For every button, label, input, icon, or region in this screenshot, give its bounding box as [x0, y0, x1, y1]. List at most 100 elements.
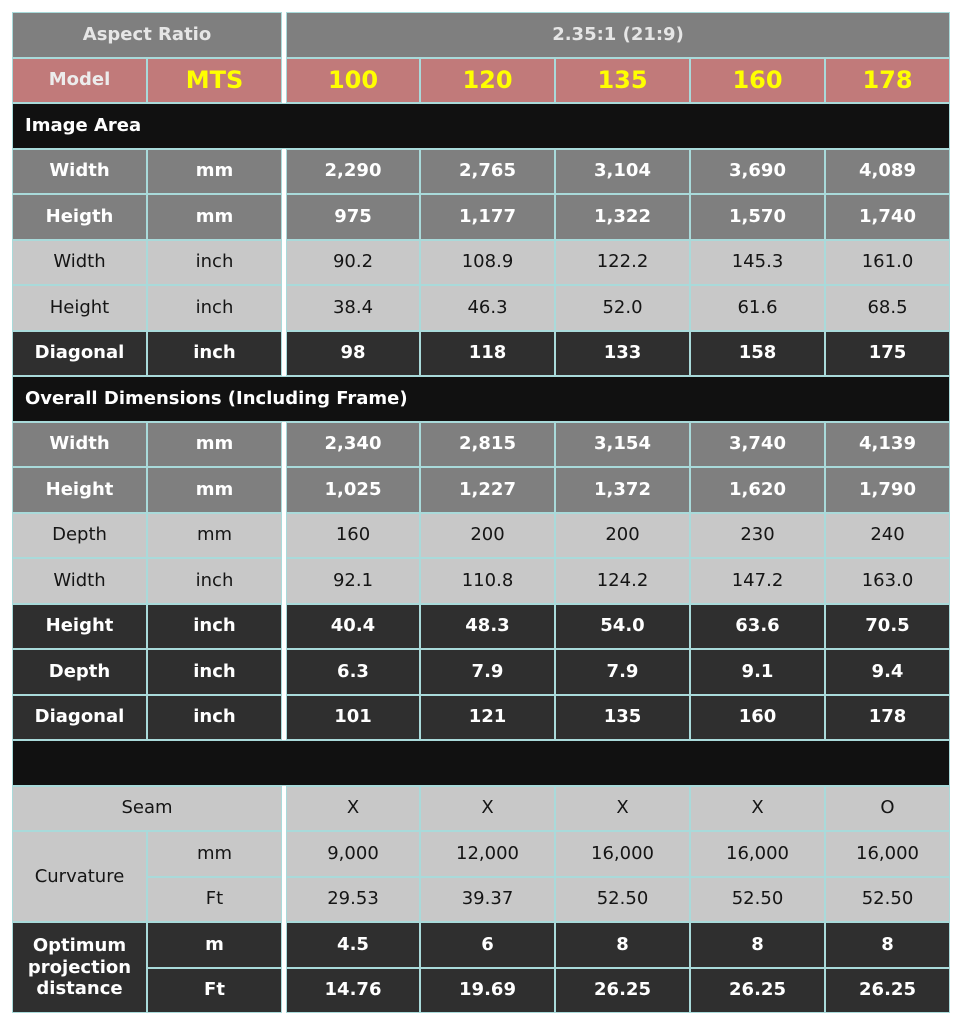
value-cell: 70.5 [825, 603, 950, 649]
value-cell: 12,000 [420, 831, 555, 877]
value-cell: 2,815 [420, 421, 555, 467]
value-cell: 16,000 [825, 831, 950, 877]
unit: inch [147, 603, 282, 649]
value-cell: 29.53 [286, 876, 420, 922]
unit: Ft [147, 876, 282, 922]
unit: inch [147, 330, 282, 376]
value-cell: 108.9 [420, 239, 555, 285]
value-cell: 1,372 [555, 467, 690, 513]
value-cell: 101 [286, 694, 420, 740]
value-cell: 26.25 [825, 967, 950, 1013]
section-title: Image Area [12, 103, 950, 149]
value-cell: 4,139 [825, 421, 950, 467]
value-cell: 48.3 [420, 603, 555, 649]
value-cell: 975 [286, 194, 420, 240]
value-cell: 26.25 [555, 967, 690, 1013]
value-cell: 230 [690, 512, 825, 558]
value-cell: 145.3 [690, 239, 825, 285]
value-cell: 2,765 [420, 148, 555, 194]
unit: mm [147, 467, 282, 513]
value-cell: 147.2 [690, 558, 825, 604]
value-cell: 240 [825, 512, 950, 558]
value-cell: 6 [420, 922, 555, 968]
value-cell: 68.5 [825, 285, 950, 331]
row-label: Depth [12, 512, 147, 558]
unit: mm [147, 421, 282, 467]
value-cell: 1,620 [690, 467, 825, 513]
value-cell: 1,790 [825, 467, 950, 513]
header-label: Model [12, 57, 147, 103]
value-cell: 19.69 [420, 967, 555, 1013]
row-label: Height [12, 467, 147, 513]
value-cell: 160 [286, 512, 420, 558]
row-label: Width [12, 421, 147, 467]
blank-row [12, 740, 950, 786]
value-cell: 160 [690, 694, 825, 740]
value-cell: 4,089 [825, 148, 950, 194]
value-cell: 16,000 [690, 831, 825, 877]
value-cell: 26.25 [690, 967, 825, 1013]
unit: mm [147, 831, 282, 877]
value-cell: 1,570 [690, 194, 825, 240]
unit: mm [147, 512, 282, 558]
model-name: 120 [420, 57, 555, 103]
unit: mm [147, 194, 282, 240]
value-cell: 3,154 [555, 421, 690, 467]
unit: m [147, 922, 282, 968]
unit: inch [147, 694, 282, 740]
value-cell: 61.6 [690, 285, 825, 331]
value-cell: 158 [690, 330, 825, 376]
row-label: Width [12, 148, 147, 194]
model-name: 178 [825, 57, 950, 103]
unit: mm [147, 148, 282, 194]
model-name: 100 [286, 57, 420, 103]
value-cell: X [420, 785, 555, 831]
aspect-ratio: 2.35:1 (21:9) [286, 12, 950, 58]
unit: inch [147, 558, 282, 604]
value-cell: 7.9 [555, 649, 690, 695]
row-label: Diagonal [12, 330, 147, 376]
value-cell: 163.0 [825, 558, 950, 604]
value-cell: 1,227 [420, 467, 555, 513]
section-title: Overall Dimensions (Including Frame) [12, 376, 950, 422]
value-cell: 38.4 [286, 285, 420, 331]
value-cell: 52.50 [690, 876, 825, 922]
value-cell: 16,000 [555, 831, 690, 877]
row-label: Curvature [12, 831, 147, 922]
row-label: Width [12, 239, 147, 285]
value-cell: X [555, 785, 690, 831]
value-cell: X [286, 785, 420, 831]
value-cell: 9,000 [286, 831, 420, 877]
value-cell: 3,740 [690, 421, 825, 467]
unit: inch [147, 239, 282, 285]
value-cell: 46.3 [420, 285, 555, 331]
value-cell: 121 [420, 694, 555, 740]
value-cell: 122.2 [555, 239, 690, 285]
value-cell: O [825, 785, 950, 831]
value-cell: 1,322 [555, 194, 690, 240]
value-cell: 1,025 [286, 467, 420, 513]
unit: Ft [147, 967, 282, 1013]
value-cell: 39.37 [420, 876, 555, 922]
value-cell: 6.3 [286, 649, 420, 695]
row-label: Width [12, 558, 147, 604]
value-cell: 135 [555, 694, 690, 740]
row-label: Heigth [12, 194, 147, 240]
series-name: MTS [147, 57, 282, 103]
header-label: Aspect Ratio [12, 12, 282, 58]
value-cell: 200 [555, 512, 690, 558]
value-cell: 52.0 [555, 285, 690, 331]
value-cell: 118 [420, 330, 555, 376]
value-cell: 4.5 [286, 922, 420, 968]
value-cell: 200 [420, 512, 555, 558]
value-cell: 52.50 [825, 876, 950, 922]
value-cell: 178 [825, 694, 950, 740]
value-cell: 98 [286, 330, 420, 376]
row-label: Height [12, 603, 147, 649]
value-cell: 175 [825, 330, 950, 376]
value-cell: 52.50 [555, 876, 690, 922]
value-cell: 110.8 [420, 558, 555, 604]
value-cell: 90.2 [286, 239, 420, 285]
value-cell: X [690, 785, 825, 831]
value-cell: 1,740 [825, 194, 950, 240]
